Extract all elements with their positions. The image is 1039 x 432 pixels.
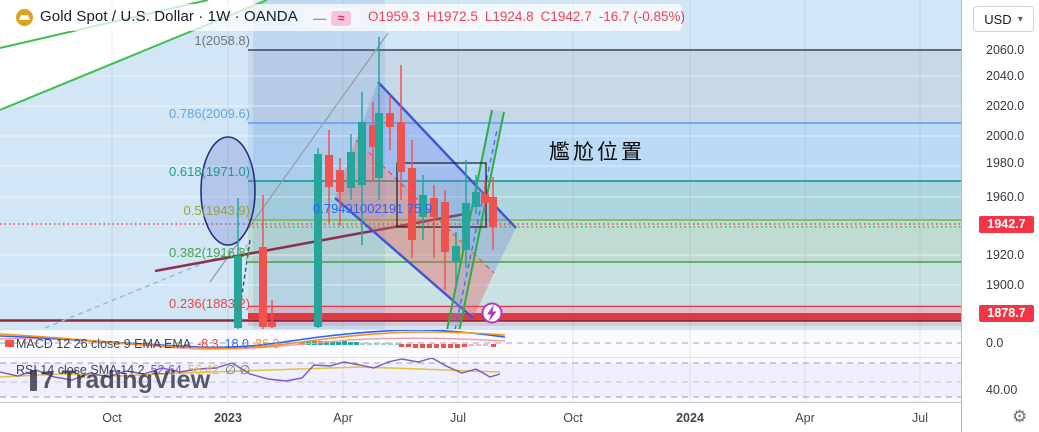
ohlc-change: -16.7 (-0.85%) [598,9,685,24]
currency-value: USD [984,11,1012,27]
dash-icon[interactable]: — [313,10,326,26]
gold-symbol-icon[interactable] [16,9,33,26]
trendline-value-label: 0.79491002191 75 9 [313,201,433,216]
time-axis-label: Oct [102,411,122,425]
macd-signal-value: 26.3 [254,337,280,351]
gold-bar-glyph [19,15,30,20]
ohlc-close: C1942.7 [540,9,592,24]
time-axis-label: Apr [333,411,353,425]
price-axis-label: 2000.0 [986,129,1025,143]
axis-settings-gear-icon[interactable]: ⚙ [1012,407,1028,426]
symbol-title[interactable]: Gold Spot / U.S. Dollar · 1W · OANDA [40,8,298,25]
price-chart-pane[interactable] [0,0,961,333]
time-axis-label: Apr [795,411,815,425]
price-axis-label: 2060.0 [986,43,1025,57]
panes-svg [0,329,961,403]
currency-selector[interactable]: USD ▾ [973,6,1034,32]
ohlc-high: H1972.5 [426,9,478,24]
tradingview-logo-icon [30,370,37,391]
rsi-indicator-label[interactable]: RSI 14 close SMA 14 2 52.64 56.42 ∅ ∅ [16,363,251,377]
lightning-icon[interactable] [481,302,503,324]
price-axis-label: 1980.0 [986,156,1025,170]
tradingview-watermark: 7 TradingView [30,366,210,395]
ellipse-annotation[interactable] [200,136,256,246]
drawing-toolbar-pill: — ≈ [303,8,361,28]
time-axis-label: Oct [563,411,583,425]
price-axis-label: 2040.0 [986,69,1025,83]
price-badge: 1942.7 [979,215,1034,233]
time-axis[interactable]: Oct 2023 Apr Jul Oct 2024 Apr Jul [0,403,961,432]
ohlc-open: O1959.3 [368,9,420,24]
wave-icon[interactable]: ≈ [331,10,351,26]
time-axis-label: Jul [912,411,928,425]
rsi-empty-values: ∅ ∅ [225,363,251,377]
rsi-sma-value: 56.42 [187,363,220,377]
price-badge: 1878.7 [979,304,1034,322]
price-axis-label: 1960.0 [986,190,1025,204]
pane-separator[interactable] [0,329,1039,330]
macd-line-value: 18.0 [224,337,249,351]
chevron-down-icon: ▾ [1017,13,1023,25]
time-axis-separator [0,402,1039,403]
ohlc-readout: O1959.3 H1972.5 L1924.8 C1942.7 -16.7 (-0.85… [368,9,692,24]
time-axis-label: 2024 [676,411,704,425]
rsi-value: 52.64 [150,363,182,377]
indicator-panes[interactable] [0,329,961,403]
price-axis-label: 2020.0 [986,99,1025,113]
text-annotation[interactable]: 尷尬位置 [549,141,645,164]
price-axis-label: 1920.0 [986,248,1025,262]
candles-layer[interactable] [234,37,497,330]
price-axis-label: 1900.0 [986,278,1025,292]
macd-indicator-label[interactable]: MACD 12 26 close 9 EMA EMA -8.3 18.0 26.3 [16,337,280,351]
time-axis-label: Jul [450,411,466,425]
price-axis-label: 40.00 [986,383,1018,397]
price-axis-label: 0.0 [986,336,1004,350]
time-axis-label: 2023 [214,411,242,425]
ohlc-low: L1924.8 [484,9,534,24]
price-svg [0,0,961,333]
macd-hist-value: -8.3 [197,337,219,351]
pane-separator[interactable] [0,357,1039,358]
